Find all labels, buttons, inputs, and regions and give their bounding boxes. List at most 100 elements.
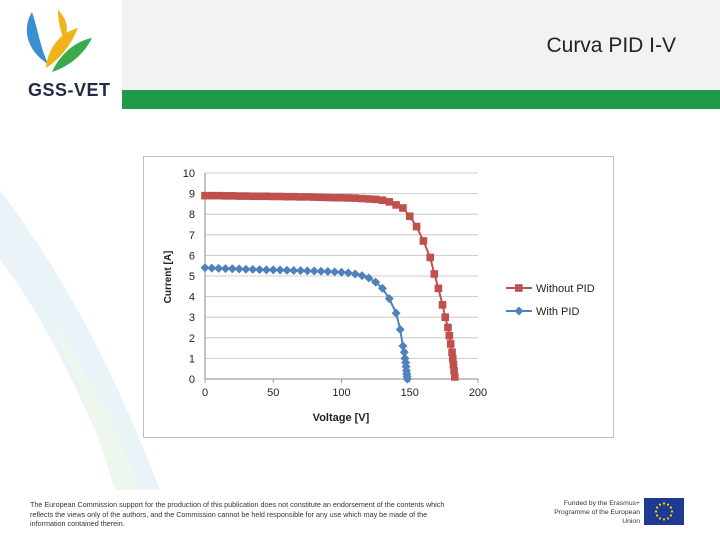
series-1-point-26 — [377, 283, 387, 293]
series-1-point-25 — [371, 277, 381, 287]
series-1-point-3 — [220, 264, 230, 274]
series-1-point-30 — [398, 341, 408, 351]
y-tick-6: 6 — [189, 250, 195, 262]
series-0-point-44 — [450, 366, 458, 375]
series-0-point-36 — [438, 301, 447, 309]
series-0-point-40 — [446, 340, 455, 348]
series-0-point-42 — [448, 354, 457, 363]
y-tick-4: 4 — [189, 292, 195, 304]
green-header-bar — [122, 90, 720, 109]
legend-label-1: With PID — [536, 306, 579, 318]
series-0-point-1 — [208, 191, 216, 200]
eu-flag-icon — [644, 498, 684, 525]
series-0-point-45 — [450, 373, 459, 381]
series-1-point-15 — [302, 266, 312, 276]
series-0-point-20 — [337, 193, 346, 202]
series-0-point-9 — [262, 192, 271, 201]
series-0-point-18 — [324, 193, 332, 202]
gss-vet-logo-icon — [26, 10, 92, 72]
series-0-point-7 — [248, 192, 257, 201]
x-tick-labels: 0 50 100 150 200 — [202, 387, 487, 399]
legend-label-0: Without PID — [536, 283, 595, 295]
footer-disclaimer: The European Commission support for the … — [30, 500, 445, 528]
series-0-point-12 — [283, 192, 291, 201]
y-tick-9: 9 — [189, 189, 195, 201]
series-1-point-34 — [401, 362, 411, 372]
series-0-point-27 — [385, 198, 394, 206]
chart-series — [200, 191, 459, 384]
series-1-point-28 — [391, 308, 401, 318]
series-1-point-31 — [399, 347, 409, 357]
x-tick-0: 0 — [202, 387, 208, 399]
iv-curve-chart: 0 1 2 3 4 5 6 7 8 9 10 0 50 100 150 200 Current [A] Vo… — [163, 168, 595, 424]
y-tick-10: 10 — [183, 168, 195, 180]
y-tick-8: 8 — [189, 209, 195, 221]
series-0-point-3 — [221, 192, 230, 200]
series-0-point-14 — [296, 193, 305, 201]
series-1-point-19 — [330, 267, 340, 277]
series-0-point-17 — [317, 193, 325, 202]
series-0-point-16 — [310, 193, 318, 201]
series-0-point-35 — [434, 284, 443, 293]
series-0-point-23 — [358, 194, 366, 203]
y-tick-5: 5 — [189, 271, 195, 283]
series-1-point-7 — [248, 264, 258, 274]
series-1-point-1 — [207, 263, 217, 273]
x-tick-50: 50 — [267, 387, 279, 399]
series-0-point-39 — [445, 331, 454, 340]
series-1-point-23 — [357, 271, 367, 281]
series-1-point-22 — [350, 269, 360, 279]
series-1-point-24 — [364, 273, 374, 283]
series-1-point-8 — [255, 265, 265, 275]
series-0-point-6 — [242, 192, 250, 200]
erasmus-text: Funded by the Erasmus+ Programme of the … — [554, 500, 640, 525]
series-1-point-13 — [289, 265, 299, 275]
series-0-point-5 — [235, 192, 243, 200]
series-1-point-12 — [282, 265, 292, 275]
series-0-point-21 — [344, 194, 353, 202]
series-1-point-0 — [200, 263, 210, 273]
logo-text: GSS-VET — [28, 80, 111, 100]
series-0-point-41 — [448, 348, 456, 357]
series-1-point-9 — [261, 265, 271, 275]
series-0-point-0 — [201, 191, 209, 200]
x-axis-label: Voltage [V] — [313, 412, 370, 424]
y-tick-1: 1 — [189, 353, 195, 365]
y-axis-label: Current [A] — [163, 251, 174, 304]
x-tick-200: 200 — [469, 387, 487, 399]
series-1-point-2 — [214, 263, 224, 273]
series-0-point-26 — [378, 196, 387, 204]
series-1-point-18 — [323, 266, 333, 276]
series-1-point-33 — [401, 358, 411, 368]
slide-title: Curva PID I-V — [546, 34, 676, 57]
series-1-point-10 — [268, 265, 278, 275]
series-1-point-20 — [337, 267, 346, 277]
chart-frame: 0 1 2 3 4 5 6 7 8 9 10 0 50 100 150 200 Current [A] Vo… — [143, 156, 614, 438]
series-0-point-22 — [351, 194, 359, 202]
series-1-point-16 — [309, 266, 319, 276]
x-tick-150: 150 — [401, 387, 419, 399]
series-0-point-34 — [430, 270, 439, 278]
y-tick-labels: 0 1 2 3 4 5 6 7 8 9 10 — [183, 168, 195, 386]
series-0-point-32 — [419, 237, 428, 245]
series-1-point-38 — [402, 374, 412, 384]
series-0-point-30 — [405, 212, 414, 221]
legend-marker-1 — [514, 306, 524, 316]
y-tick-7: 7 — [189, 230, 195, 242]
series-1-point-6 — [241, 264, 251, 274]
series-1-point-14 — [296, 266, 306, 276]
chart-legend: Without PID With PID — [506, 283, 595, 318]
series-0-point-43 — [449, 360, 458, 369]
series-1-point-21 — [343, 268, 353, 278]
series-0-point-8 — [255, 192, 264, 201]
series-0-point-31 — [412, 222, 421, 231]
title-panel — [122, 0, 720, 90]
y-tick-2: 2 — [189, 333, 195, 345]
series-0-point-15 — [303, 193, 312, 201]
series-0-point-11 — [276, 192, 284, 201]
series-0-point-4 — [228, 192, 237, 200]
series-1-point-27 — [384, 294, 394, 304]
series-1-point-5 — [234, 264, 244, 274]
chart-axes — [204, 173, 479, 383]
y-tick-0: 0 — [189, 374, 195, 386]
